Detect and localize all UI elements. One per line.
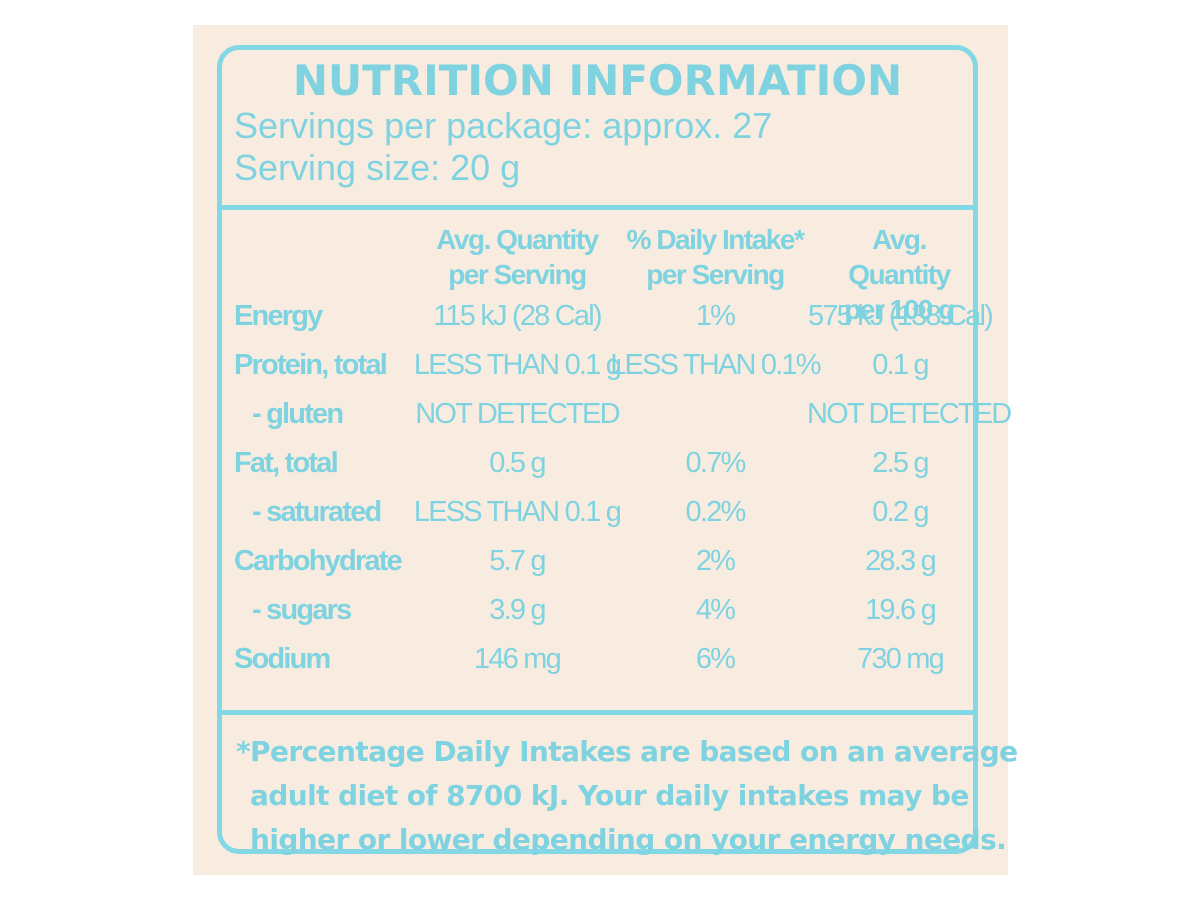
table-row-fat: Fat, total 0.5 g 0.7% 2.5 g xyxy=(222,439,973,488)
row-label: - sugars xyxy=(252,594,352,626)
serving-size: Serving size: 20 g xyxy=(234,147,521,188)
divider-top xyxy=(222,205,973,210)
footnote-line: higher or lower depending on your energy… xyxy=(250,823,1007,856)
value-daily-intake: 4% xyxy=(695,594,736,626)
value-per-serving: LESS THAN 0.1 g xyxy=(413,496,622,528)
value-daily-intake: 2% xyxy=(695,545,736,577)
daily-intake-footnote: *Percentage Daily Intakes are based on a… xyxy=(236,730,1018,862)
footnote-line: *Percentage Daily Intakes are based on a… xyxy=(236,735,1018,768)
row-label: Sodium xyxy=(234,643,331,675)
row-label: - gluten xyxy=(252,398,344,430)
column-header-daily-intake: % Daily Intake* per Serving xyxy=(620,222,810,292)
table-row-energy: Energy 115 kJ (28 Cal) 1% 575 kJ (138 Ca… xyxy=(222,292,994,341)
column-header-line: Avg. Quantity xyxy=(436,224,599,255)
value-daily-intake: 0.2% xyxy=(685,496,747,528)
table-row-sodium: Sodium 146 mg 6% 730 mg xyxy=(222,635,973,684)
column-header-per-100g: Avg. Quantity per 100 g xyxy=(820,222,978,327)
value-per-serving: LESS THAN 0.1 g xyxy=(413,349,622,381)
value-per-100g: 19.6 g xyxy=(865,594,937,626)
column-header-line: per 100 g xyxy=(844,294,955,325)
row-label: Carbohydrate xyxy=(234,545,403,577)
value-per-100g: 730 mg xyxy=(857,643,945,675)
value-daily-intake: 6% xyxy=(695,643,736,675)
value-daily-intake: 1% xyxy=(695,300,736,332)
row-label: Fat, total xyxy=(234,447,339,479)
column-header-line: per Serving xyxy=(448,259,587,290)
value-per-100g: 28.3 g xyxy=(865,545,937,577)
value-per-serving: 0.5 g xyxy=(489,447,546,479)
divider-bottom xyxy=(222,710,973,715)
value-per-100g: 0.2 g xyxy=(872,496,929,528)
column-header-line: % Daily Intake* xyxy=(626,224,805,255)
panel-title: NUTRITION INFORMATION xyxy=(292,56,903,105)
value-per-serving: 5.7 g xyxy=(489,545,546,577)
servings-per-package: Servings per package: approx. 27 xyxy=(234,105,773,146)
row-label: Protein, total xyxy=(234,349,388,381)
panel-header: NUTRITION INFORMATION Servings per packa… xyxy=(222,50,973,230)
value-per-serving: 3.9 g xyxy=(489,594,546,626)
value-per-serving: NOT DETECTED xyxy=(415,398,620,430)
value-per-100g: 0.1 g xyxy=(872,349,929,381)
value-daily-intake: 0.7% xyxy=(685,447,747,479)
column-header-line: Avg. Quantity xyxy=(848,224,951,290)
footnote-line: adult diet of 8700 kJ. Your daily intake… xyxy=(250,779,969,812)
value-per-serving: 115 kJ (28 Cal) xyxy=(433,300,602,332)
nutrition-label-card: NUTRITION INFORMATION Servings per packa… xyxy=(193,25,1018,875)
value-per-100g: NOT DETECTED xyxy=(807,398,1012,430)
value-per-100g: 2.5 g xyxy=(872,447,929,479)
nutrition-panel: NUTRITION INFORMATION Servings per packa… xyxy=(217,45,1018,856)
value-per-100g: 575 kJ (138 Cal) xyxy=(808,300,994,332)
row-label: - saturated xyxy=(252,496,382,528)
value-daily-intake: LESS THAN 0.1% xyxy=(610,349,821,381)
nutrition-table: Avg. Quantity per Serving % Daily Intake… xyxy=(222,210,1012,710)
table-row-sugars: - sugars 3.9 g 4% 19.6 g xyxy=(222,586,973,635)
column-header-per-serving: Avg. Quantity per Serving xyxy=(417,222,617,292)
row-label: Energy xyxy=(234,300,323,332)
table-row-carbohydrate: Carbohydrate 5.7 g 2% 28.3 g xyxy=(222,537,973,586)
table-row-protein: Protein, total LESS THAN 0.1 g LESS THAN… xyxy=(222,341,973,390)
table-row-gluten: - gluten NOT DETECTED NOT DETECTED xyxy=(222,390,1012,439)
table-row-saturated: - saturated LESS THAN 0.1 g 0.2% 0.2 g xyxy=(222,488,973,537)
column-header-line: per Serving xyxy=(646,259,785,290)
value-per-serving: 146 mg xyxy=(474,643,562,675)
